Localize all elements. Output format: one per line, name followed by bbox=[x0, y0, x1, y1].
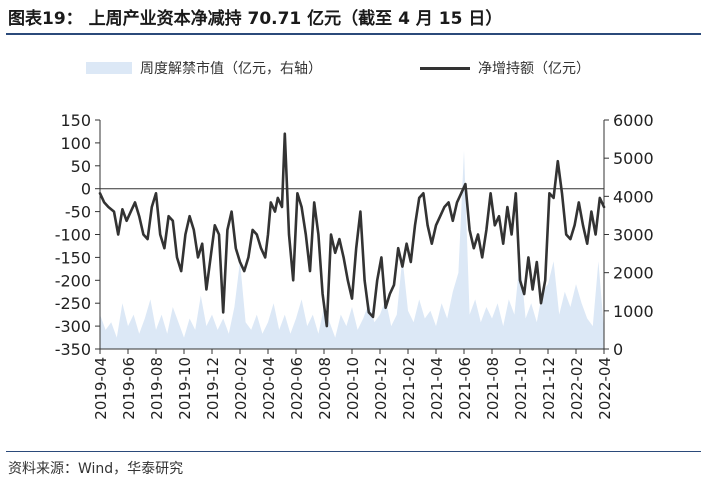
y-left-tick-label: -300 bbox=[55, 317, 91, 336]
legend-item-unlock: 周度解禁市值（亿元，右轴） bbox=[86, 58, 322, 78]
y-left-tick-label: -250 bbox=[55, 294, 91, 313]
x-tick-label: 2020-02 bbox=[232, 357, 250, 420]
chart-title: 图表19： 上周产业资本净减持 70.71 亿元（截至 4 月 15 日） bbox=[8, 9, 503, 29]
legend-label-unlock: 周度解禁市值（亿元，右轴） bbox=[140, 61, 322, 77]
y-right-tick-label: 4000 bbox=[613, 187, 654, 206]
legend-area-swatch bbox=[86, 62, 132, 74]
y-left-tick-label: -200 bbox=[55, 271, 91, 290]
x-tick-label: 2020-08 bbox=[316, 357, 334, 420]
y-left-tick-label: -100 bbox=[55, 226, 91, 245]
legend-label-net: 净增持额（亿元） bbox=[478, 61, 590, 77]
y-left-tick-label: 50 bbox=[71, 157, 91, 176]
y-left-tick-label: 0 bbox=[81, 180, 91, 199]
x-tick-label: 2019-12 bbox=[204, 357, 222, 420]
y-right-tick-label: 5000 bbox=[613, 149, 654, 168]
x-tick-label: 2019-08 bbox=[148, 357, 166, 420]
y-left-tick-label: -150 bbox=[55, 248, 91, 267]
x-tick-label: 2020-12 bbox=[372, 357, 390, 420]
y-left-tick-label: 150 bbox=[60, 111, 91, 130]
x-tick-label: 2021-10 bbox=[512, 357, 530, 420]
x-tick-label: 2019-04 bbox=[92, 357, 110, 420]
source-note: 资料来源：Wind，华泰研究 bbox=[8, 461, 184, 477]
x-tick-label: 2021-12 bbox=[540, 357, 558, 420]
y-left-tick-label: -350 bbox=[55, 340, 91, 359]
y-left-tick-label: 100 bbox=[60, 134, 91, 153]
series-line-net bbox=[98, 132, 606, 328]
legend-item-net: 净增持额（亿元） bbox=[420, 58, 590, 78]
x-tick-label: 2021-08 bbox=[484, 357, 502, 420]
x-tick-label: 2022-04 bbox=[596, 357, 614, 420]
y-right-tick-label: 2000 bbox=[613, 264, 654, 283]
x-tick-label: 2021-04 bbox=[428, 357, 446, 420]
x-tick-label: 2022-02 bbox=[568, 357, 586, 420]
series-area-unlock bbox=[100, 150, 604, 349]
title-rule bbox=[6, 33, 701, 35]
x-tick-label: 2019-06 bbox=[120, 357, 138, 420]
y-right-tick-label: 0 bbox=[613, 340, 623, 359]
y-right-tick-label: 3000 bbox=[613, 226, 654, 245]
x-tick-label: 2021-02 bbox=[400, 357, 418, 420]
y-right-tick-label: 1000 bbox=[613, 302, 654, 321]
y-left-tick-label: -50 bbox=[65, 203, 91, 222]
x-tick-label: 2020-06 bbox=[288, 357, 306, 420]
x-tick-label: 2020-04 bbox=[260, 357, 278, 420]
x-tick-label: 2021-06 bbox=[456, 357, 474, 420]
chart-plot: 150 100 50 0 -50 -100 -150 -200 -250 -300 -350 6000… bbox=[55, 111, 654, 420]
y-right-tick-label: 6000 bbox=[613, 111, 654, 130]
x-tick-label: 2019-10 bbox=[176, 357, 194, 420]
bottom-rule bbox=[6, 451, 701, 452]
legend-line-swatch bbox=[420, 66, 470, 70]
x-tick-label: 2020-10 bbox=[344, 357, 362, 420]
